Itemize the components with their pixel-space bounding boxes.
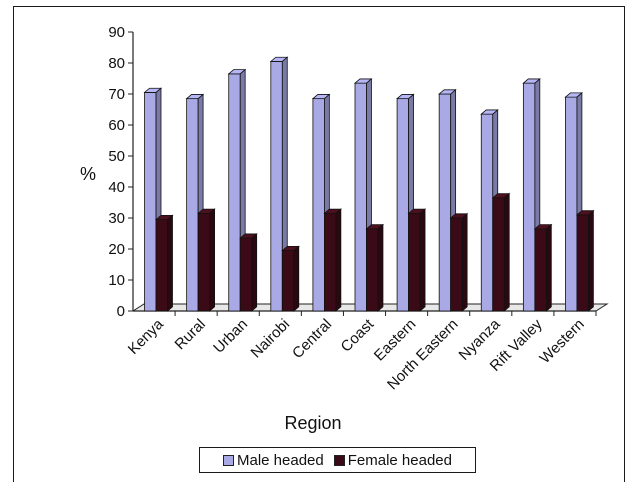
bar-male (396, 98, 409, 312)
bar-male (480, 113, 494, 312)
bar-female (197, 212, 211, 312)
y-tick-label: 80 (108, 55, 125, 72)
bar-female (366, 228, 379, 312)
bar-male (565, 96, 578, 312)
y-tick-label: 10 (108, 272, 125, 289)
bar-side-female (461, 212, 468, 312)
chart-frame (13, 6, 625, 482)
y-tick-label: 40 (108, 179, 125, 196)
x-tick-label: Coast (338, 315, 378, 355)
bar-female (239, 237, 253, 312)
bar-side-female (167, 214, 173, 312)
bar-side-female (293, 245, 300, 312)
legend-swatch-male (223, 454, 234, 466)
bar-female (408, 212, 421, 312)
bar-male (354, 82, 367, 312)
bar-male (522, 82, 536, 312)
y-tick-label: 70 (108, 86, 125, 103)
y-tick-label: 30 (108, 210, 125, 227)
y-tick-label: 60 (108, 117, 125, 134)
y-tick-label: 90 (108, 24, 125, 41)
bar-female (492, 197, 505, 312)
y-axis-title: % (80, 164, 96, 184)
bar-side-female (377, 223, 384, 312)
bar-male (228, 73, 241, 312)
x-tick-label: Kenya (125, 315, 168, 358)
bar-female (155, 219, 168, 312)
x-tick-label: Nairobi (248, 316, 294, 362)
x-tick-label: Rural (172, 316, 209, 353)
tick-labels: 0 10 20 30 40 50 60 70 80 90 Kenya Rural UrbanNairob… (108, 24, 587, 393)
y-tick-label: 0 (117, 303, 125, 320)
bar-female (534, 228, 547, 312)
legend-swatch-female (333, 454, 345, 466)
y-tick-label: 20 (108, 241, 125, 258)
bar-female (324, 212, 337, 312)
bar-side-female (209, 208, 215, 312)
bar-female (450, 217, 463, 312)
bars (143, 56, 595, 312)
x-tick-label: Western (536, 316, 587, 367)
bar-male (312, 98, 325, 312)
bar-female (576, 214, 589, 312)
bar-side-female (419, 208, 426, 312)
bar-side-female (503, 192, 510, 312)
bar-side-female (588, 209, 594, 312)
bar-side-female (335, 208, 342, 312)
bar-male (438, 93, 452, 312)
legend-item-female: Female headed (333, 451, 452, 469)
bar-female (281, 250, 295, 312)
bar-side-female (251, 233, 258, 312)
legend-item-male: Male headed (223, 452, 324, 469)
x-axis-title: Region (284, 413, 341, 433)
x-tick-label: Urban (210, 316, 251, 357)
bar-male (144, 92, 157, 312)
legend-label-male: Male headed (237, 451, 324, 469)
x-tick-label: Central (289, 316, 335, 362)
bar-side-female (545, 223, 552, 312)
legend: Male headed Female headed (199, 447, 476, 473)
bar-male (270, 61, 283, 312)
y-tick-label: 50 (108, 148, 125, 165)
bar-male (186, 98, 199, 312)
legend-label-female: Female headed (347, 451, 452, 469)
